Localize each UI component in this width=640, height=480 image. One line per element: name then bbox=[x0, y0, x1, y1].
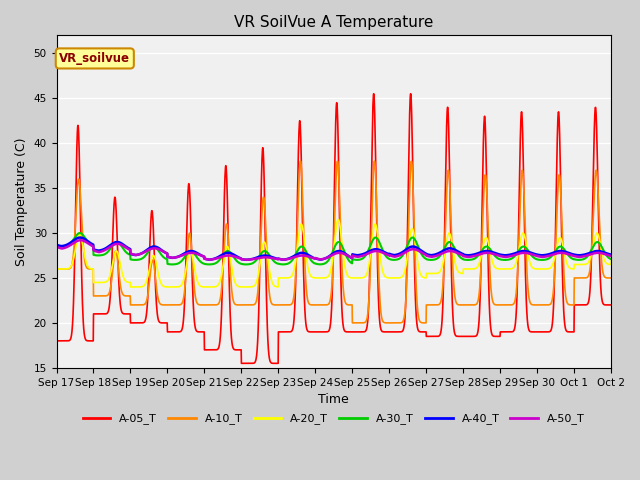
A-30_T bbox=[388, 257, 396, 263]
Line: A-20_T: A-20_T bbox=[56, 219, 640, 287]
Y-axis label: Soil Temperature (C): Soil Temperature (C) bbox=[15, 137, 28, 266]
A-30_T bbox=[76, 230, 84, 236]
A-40_T bbox=[76, 235, 84, 240]
A-20_T bbox=[388, 275, 396, 281]
A-40_T bbox=[239, 257, 247, 263]
A-50_T bbox=[243, 257, 251, 263]
A-05_T bbox=[564, 329, 572, 335]
A-20_T bbox=[335, 216, 342, 222]
A-05_T bbox=[239, 360, 247, 366]
Line: A-40_T: A-40_T bbox=[56, 238, 640, 260]
A-50_T bbox=[239, 257, 247, 263]
A-40_T bbox=[636, 249, 640, 255]
A-05_T bbox=[241, 360, 248, 366]
A-05_T bbox=[531, 329, 539, 335]
A-20_T bbox=[564, 264, 572, 269]
Line: A-30_T: A-30_T bbox=[56, 233, 640, 264]
A-10_T bbox=[388, 320, 396, 326]
Text: VR_soilvue: VR_soilvue bbox=[60, 52, 131, 65]
A-20_T bbox=[531, 266, 539, 272]
A-30_T bbox=[564, 252, 572, 258]
A-50_T bbox=[77, 237, 84, 243]
A-30_T bbox=[239, 262, 247, 267]
X-axis label: Time: Time bbox=[318, 393, 349, 406]
A-40_T bbox=[112, 240, 120, 245]
A-40_T bbox=[531, 251, 539, 257]
A-10_T bbox=[239, 302, 247, 308]
A-30_T bbox=[112, 240, 120, 245]
A-10_T bbox=[112, 248, 120, 254]
A-40_T bbox=[243, 257, 250, 263]
A-50_T bbox=[52, 244, 60, 250]
A-05_T bbox=[112, 199, 120, 204]
A-40_T bbox=[52, 242, 60, 248]
A-40_T bbox=[388, 252, 396, 258]
A-30_T bbox=[636, 247, 640, 252]
A-30_T bbox=[242, 262, 250, 267]
A-30_T bbox=[52, 243, 60, 249]
A-05_T bbox=[388, 329, 396, 335]
A-50_T bbox=[112, 241, 120, 247]
A-05_T bbox=[52, 338, 60, 344]
A-20_T bbox=[52, 266, 60, 272]
A-20_T bbox=[239, 284, 247, 290]
A-20_T bbox=[636, 252, 640, 257]
A-10_T bbox=[297, 158, 305, 164]
A-05_T bbox=[370, 91, 378, 96]
A-20_T bbox=[131, 284, 139, 290]
A-20_T bbox=[112, 249, 120, 255]
A-50_T bbox=[531, 252, 539, 258]
A-30_T bbox=[531, 255, 539, 261]
Title: VR SoilVue A Temperature: VR SoilVue A Temperature bbox=[234, 15, 433, 30]
A-50_T bbox=[388, 253, 396, 259]
A-10_T bbox=[636, 270, 640, 276]
Line: A-05_T: A-05_T bbox=[56, 94, 640, 363]
Legend: A-05_T, A-10_T, A-20_T, A-30_T, A-40_T, A-50_T: A-05_T, A-10_T, A-20_T, A-30_T, A-40_T, … bbox=[78, 409, 589, 429]
A-50_T bbox=[564, 252, 572, 257]
A-10_T bbox=[52, 266, 60, 272]
Line: A-50_T: A-50_T bbox=[56, 240, 640, 260]
Line: A-10_T: A-10_T bbox=[56, 161, 640, 323]
A-50_T bbox=[636, 251, 640, 256]
A-10_T bbox=[531, 302, 539, 308]
A-10_T bbox=[352, 320, 360, 326]
A-05_T bbox=[636, 300, 640, 306]
A-40_T bbox=[564, 250, 572, 256]
A-10_T bbox=[564, 301, 572, 307]
